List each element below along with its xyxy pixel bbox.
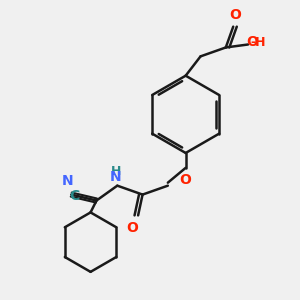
Text: N: N: [110, 170, 122, 184]
Text: O: O: [247, 35, 259, 49]
Text: C: C: [69, 189, 79, 203]
Text: -H: -H: [250, 37, 266, 50]
Text: N: N: [62, 174, 74, 188]
Text: O: O: [126, 221, 138, 235]
Text: O: O: [180, 173, 192, 187]
Text: O: O: [230, 8, 242, 22]
Text: H: H: [111, 165, 121, 178]
